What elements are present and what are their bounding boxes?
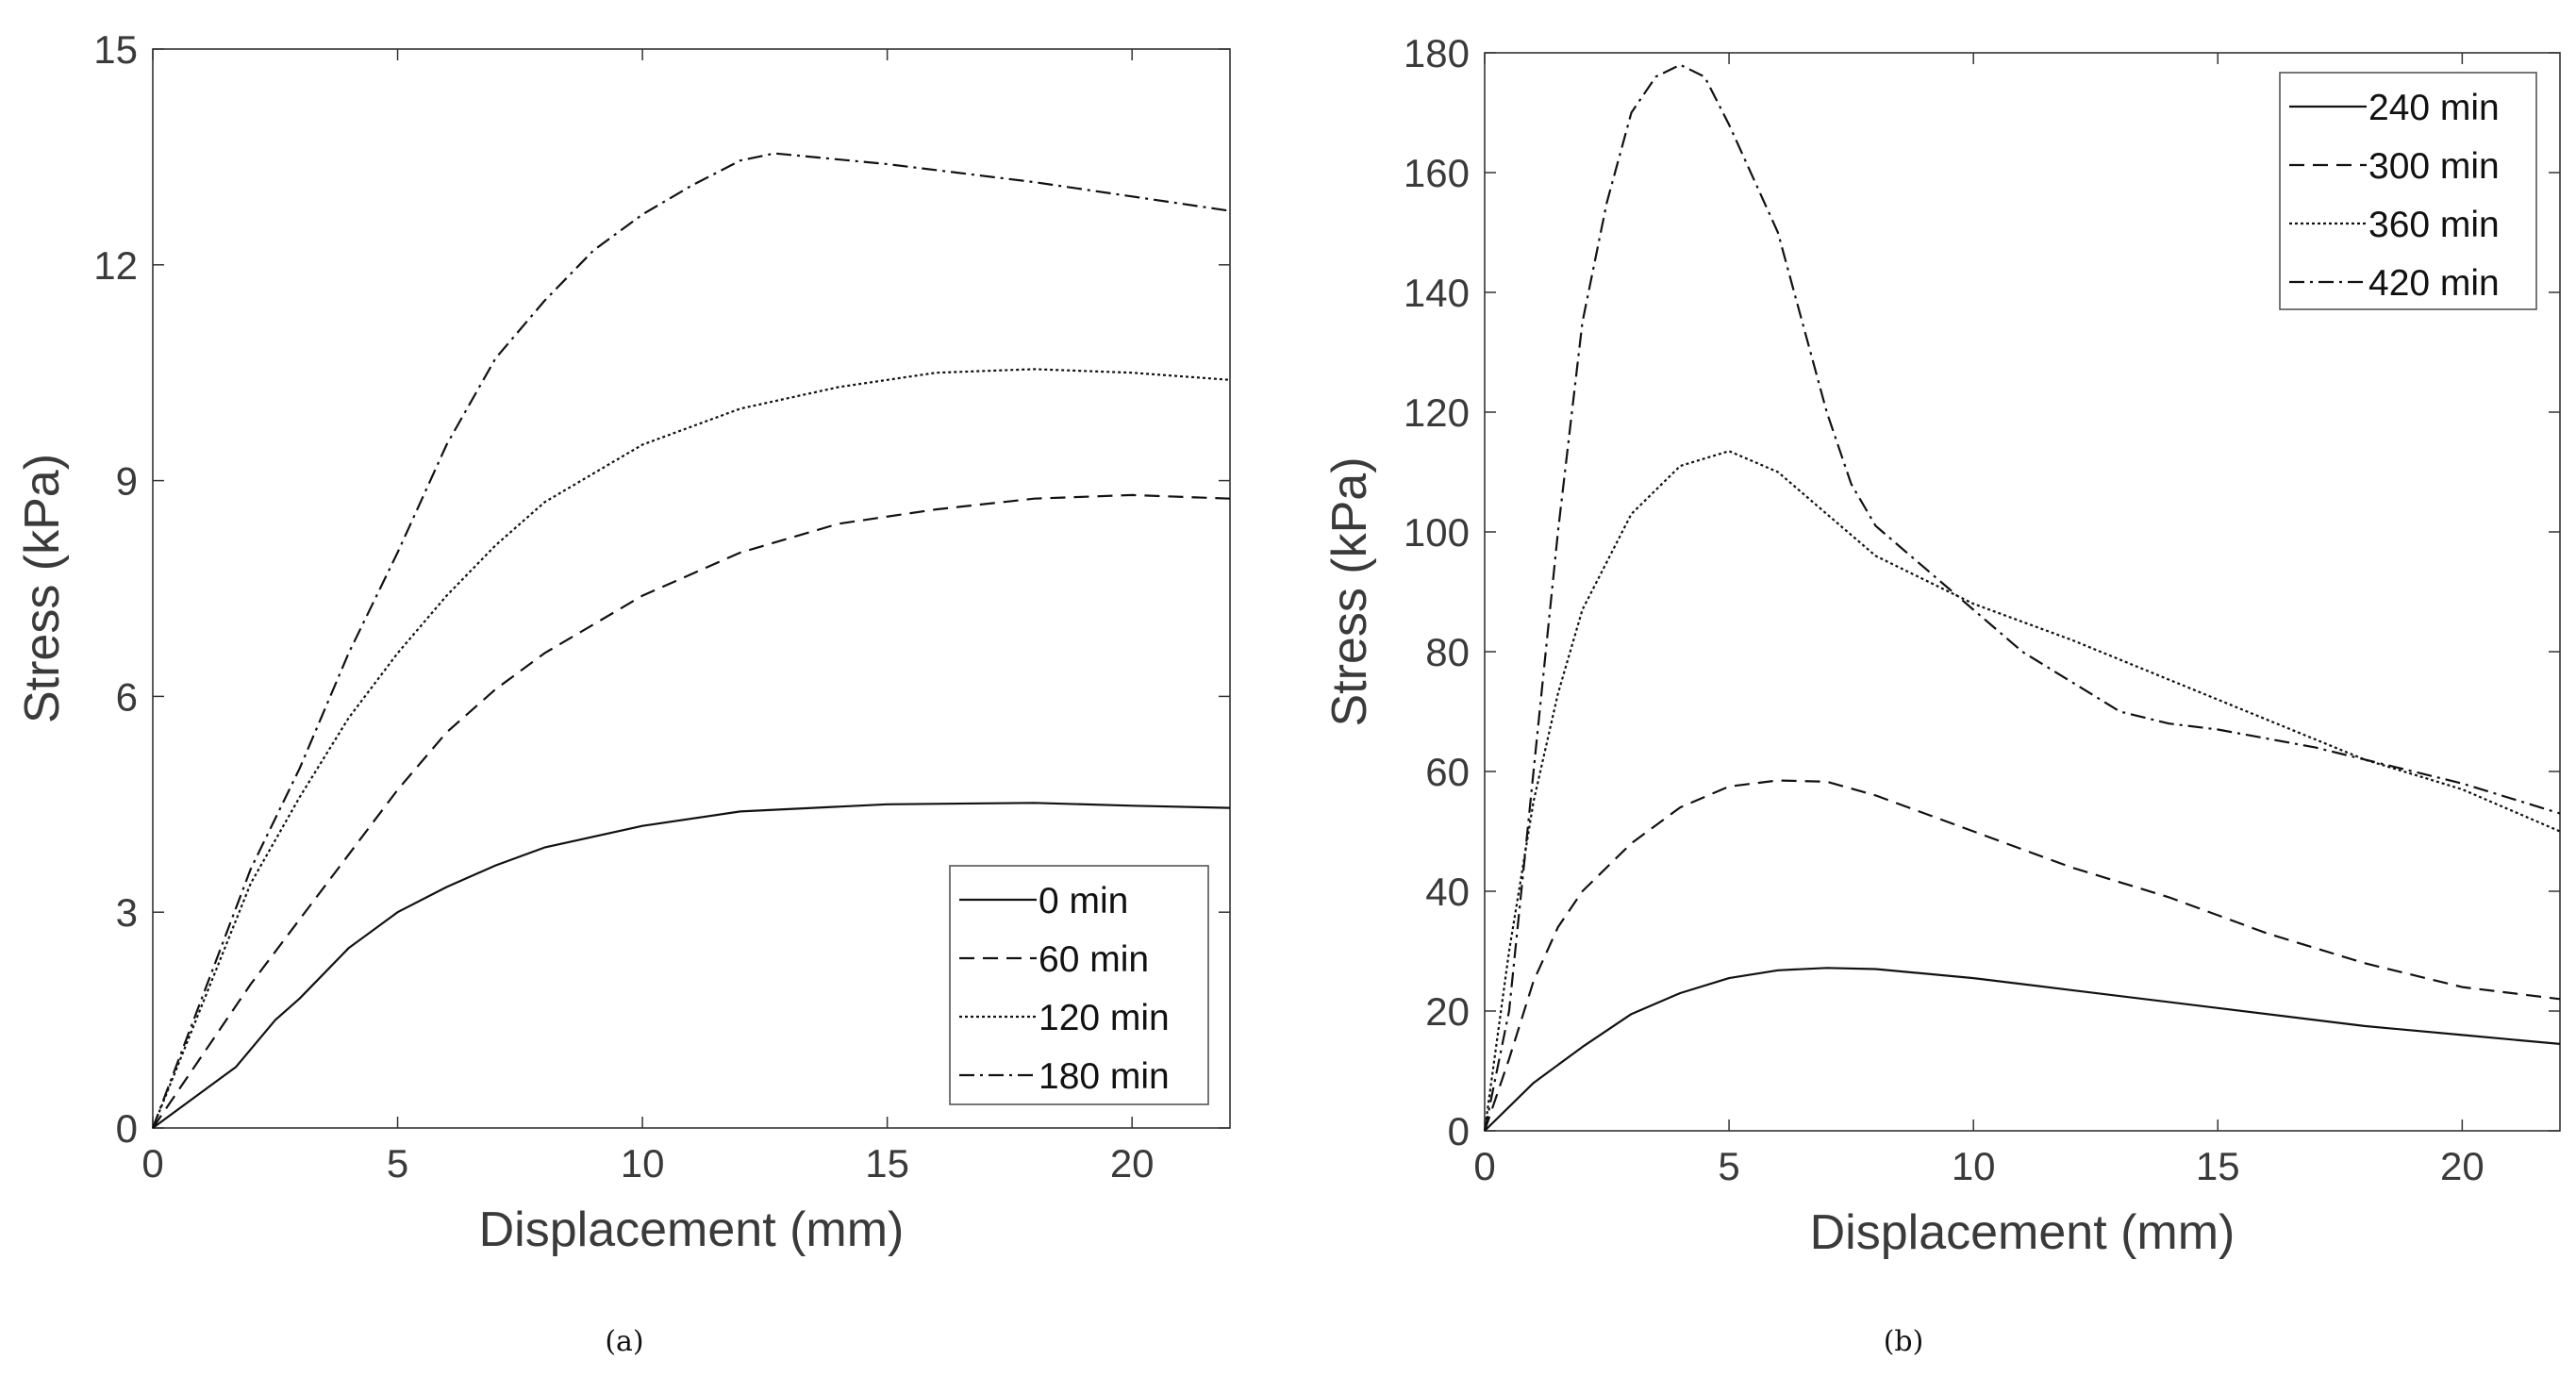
panel-caption: (a): [605, 1325, 643, 1358]
y-axis-label: Stress (kPa): [15, 454, 70, 723]
chart-panel-a: 0 5 10 15 20 0 3 6 9 12 15 Displacement (mm) Stress …: [15, 27, 1231, 1358]
series-line-0-min: [152, 802, 1231, 1129]
y-axis-label: Stress (kPa): [1322, 456, 1377, 726]
y-tick-label: 3: [116, 890, 138, 935]
series-line-120-min: [151, 368, 1231, 1129]
legend-label: 300 min: [2368, 146, 2500, 187]
legend-box: [2279, 72, 2537, 310]
y-tick-label: 180: [1404, 31, 1470, 75]
x-tick-label: 15: [865, 1141, 909, 1186]
x-tick-label: 10: [621, 1141, 665, 1186]
y-tick-label: 160: [1404, 151, 1470, 195]
y-tick-label: 6: [116, 674, 138, 719]
legend-label: 120 min: [1039, 998, 1170, 1038]
y-tick-label: 120: [1404, 390, 1470, 435]
legend-label: 360 min: [2368, 205, 2500, 245]
legend-label: 420 min: [2368, 263, 2500, 304]
y-tick-label: 60: [1425, 750, 1470, 794]
legend-label: 240 min: [2368, 88, 2500, 128]
legend-label: 0 min: [1039, 881, 1128, 921]
y-tick-label: 80: [1425, 630, 1470, 674]
chart-panel-b: 0 5 10 15 20 0 20 40 60 80 100 120 140 160 180 Displace…: [1322, 31, 2561, 1358]
legend-label: 180 min: [1039, 1056, 1170, 1097]
x-tick-label: 0: [141, 1141, 163, 1186]
y-tick-label: 40: [1425, 870, 1470, 914]
x-tick-label: 5: [387, 1141, 408, 1186]
legend: 0 min 60 min 120 min 180 min: [949, 865, 1209, 1105]
x-tick-label: 0: [1473, 1144, 1495, 1188]
x-tick-label: 15: [2196, 1144, 2240, 1188]
x-tick-label: 20: [1110, 1141, 1155, 1186]
y-tick-label: 15: [93, 27, 138, 72]
x-tick-label: 10: [1952, 1144, 1996, 1188]
series-line-360-min: [1483, 450, 2561, 1132]
x-tick-label: 5: [1718, 1144, 1739, 1188]
y-tick-label: 9: [116, 459, 138, 504]
x-tick-label: 20: [2440, 1144, 2485, 1188]
panel-caption: (b): [1884, 1325, 1924, 1358]
legend: 240 min 300 min 360 min 420 min: [2279, 72, 2537, 310]
y-tick-label: 140: [1404, 271, 1470, 315]
y-tick-label: 20: [1425, 989, 1470, 1034]
series-line-240-min: [1484, 967, 2561, 1132]
x-axis-label: Displacement (mm): [1810, 1205, 2235, 1260]
legend-label: 60 min: [1039, 939, 1149, 980]
legend-box: [949, 865, 1209, 1105]
series-line-420-min: [1483, 63, 2561, 1132]
y-tick-label: 12: [93, 243, 138, 288]
y-tick-label: 100: [1404, 510, 1470, 555]
y-tick-label: 0: [116, 1106, 138, 1151]
series-line-60-min: [152, 493, 1231, 1129]
x-axis-label: Displacement (mm): [479, 1202, 905, 1257]
series-line-300-min: [1483, 779, 2561, 1132]
y-tick-label: 0: [1448, 1109, 1470, 1153]
